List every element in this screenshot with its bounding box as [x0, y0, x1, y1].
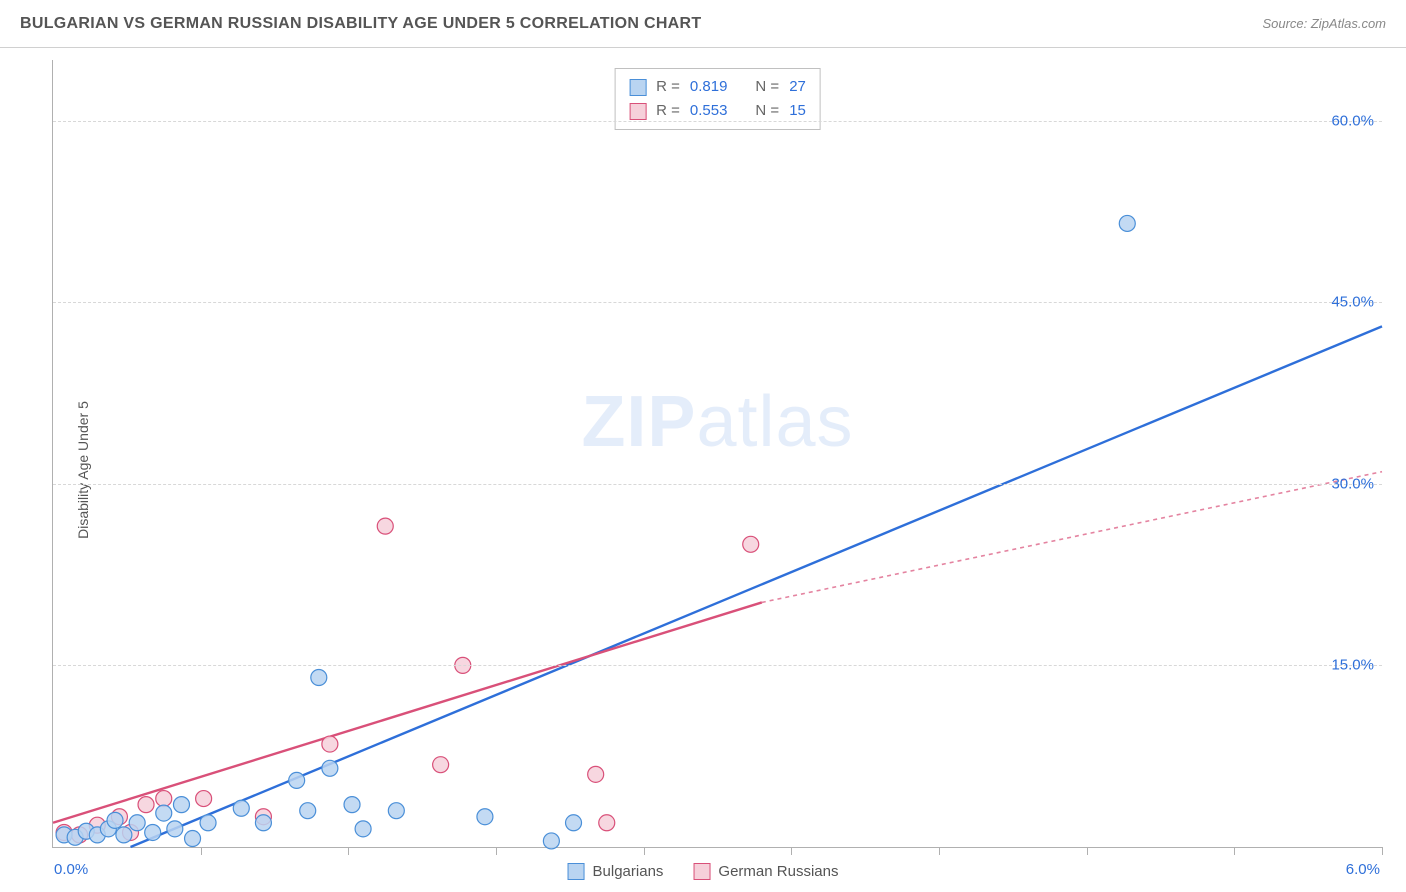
plot-region: ZIPatlas R = 0.819 N = 27 R = 0.553 N = … — [52, 60, 1382, 848]
chart-area: Disability Age Under 5 ZIPatlas R = 0.81… — [0, 48, 1406, 892]
legend-bottom-label-1: German Russians — [718, 863, 838, 880]
legend-item-0: Bulgarians — [568, 863, 664, 880]
r-value-0: 0.819 — [690, 75, 728, 99]
y-tick-label: 30.0% — [1331, 475, 1374, 492]
legend-row-series-0: R = 0.819 N = 27 — [629, 75, 806, 99]
x-min-label: 0.0% — [54, 861, 88, 878]
chart-source: Source: ZipAtlas.com — [1262, 16, 1386, 31]
chart-title: BULGARIAN VS GERMAN RUSSIAN DISABILITY A… — [20, 15, 701, 33]
n-value-1: 15 — [789, 99, 806, 123]
legend-bottom-swatch-0 — [568, 863, 585, 880]
legend-swatch-0 — [629, 79, 646, 96]
y-tick-label: 60.0% — [1331, 112, 1374, 129]
n-value-0: 27 — [789, 75, 806, 99]
y-tick-label: 45.0% — [1331, 294, 1374, 311]
legend-swatch-1 — [629, 103, 646, 120]
plot-svg — [53, 60, 1382, 847]
y-tick-label: 15.0% — [1331, 657, 1374, 674]
legend-bottom-swatch-1 — [693, 863, 710, 880]
legend-row-series-1: R = 0.553 N = 15 — [629, 99, 806, 123]
legend-bottom-label-0: Bulgarians — [593, 863, 664, 880]
r-value-1: 0.553 — [690, 99, 728, 123]
legend-series: Bulgarians German Russians — [568, 863, 839, 880]
x-max-label: 6.0% — [1346, 861, 1380, 878]
legend-item-1: German Russians — [693, 863, 838, 880]
chart-header: BULGARIAN VS GERMAN RUSSIAN DISABILITY A… — [0, 0, 1406, 48]
